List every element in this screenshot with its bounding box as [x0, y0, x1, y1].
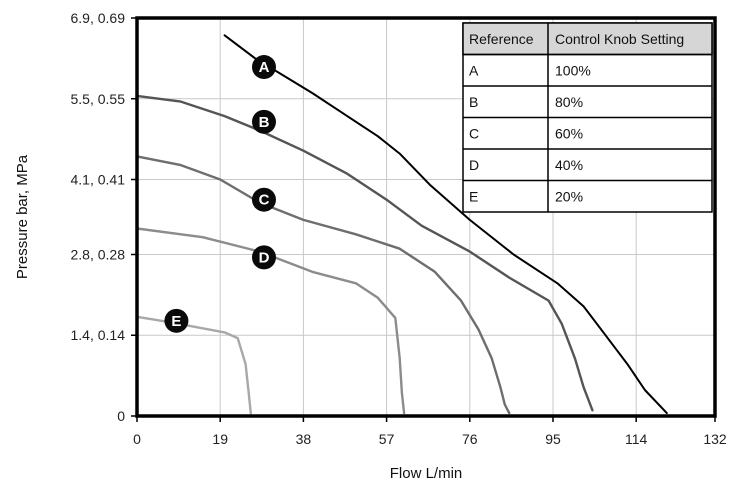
curve-label-badge-a — [251, 55, 276, 80]
legend-cell-setting: 60% — [555, 126, 583, 142]
curve-label-badge-d — [251, 245, 276, 270]
legend-cell-reference: D — [469, 157, 479, 173]
legend-cell-setting: 40% — [555, 157, 583, 173]
y-tick-label: 4.1, 0.41 — [71, 172, 126, 188]
curve-label-badge-e — [164, 308, 189, 333]
y-tick-label: 5.5, 0.55 — [71, 91, 126, 107]
legend-cell-reference: B — [469, 94, 478, 110]
legend-header-setting: Control Knob Setting — [555, 31, 684, 47]
curve-d — [135, 227, 406, 415]
x-tick-label: 132 — [703, 431, 727, 447]
curve-b — [135, 94, 594, 412]
x-tick-label: 38 — [296, 431, 312, 447]
y-tick-label: 0 — [117, 408, 125, 424]
plot-frame — [135, 16, 717, 418]
curve-a — [223, 34, 668, 415]
axis-layer: 0 19 38 57 76 95 114 132 0 1.4, 0.14 2.8, 0.28 4.1,… — [14, 10, 727, 482]
legend-cell-setting: 80% — [555, 94, 583, 110]
x-tick-label: 114 — [625, 431, 648, 447]
legend-cell-setting: 20% — [555, 189, 583, 205]
y-axis-title: Pressure bar, MPa — [14, 154, 31, 279]
x-tick-label: 95 — [545, 431, 561, 447]
legend-header-reference: Reference — [469, 31, 534, 47]
x-tick-label: 76 — [462, 431, 478, 447]
curve-label-badge-b — [251, 109, 276, 134]
y-tick-label: 2.8, 0.28 — [71, 246, 126, 262]
curve-label-b: B — [259, 114, 270, 131]
y-tick-label: 1.4, 0.14 — [71, 327, 126, 343]
legend-cell-reference: A — [469, 63, 479, 79]
legend-table-header-bg — [462, 22, 713, 56]
x-tick-label: 0 — [133, 431, 141, 447]
curve-label-e: E — [171, 313, 181, 330]
legend-cell-reference: C — [469, 126, 479, 142]
curve-label-a: A — [259, 59, 270, 76]
curve-label-c: C — [259, 192, 270, 209]
curve-e — [135, 315, 253, 415]
curve-label-layer: A B C D E — [164, 55, 276, 333]
curve-label-badge-c — [251, 187, 276, 212]
legend-cell-setting: 100% — [555, 63, 591, 79]
x-tick-label: 19 — [212, 431, 228, 447]
x-tick-label: 57 — [379, 431, 395, 447]
curve-c — [135, 155, 511, 415]
x-axis-title: Flow L/min — [390, 465, 463, 482]
curve-label-d: D — [259, 249, 270, 266]
y-tick-label: 6.9, 0.69 — [71, 10, 126, 26]
legend-table: Reference Control Knob Setting A 100% B 80% C 6… — [462, 22, 713, 213]
legend-cell-reference: E — [469, 189, 478, 205]
